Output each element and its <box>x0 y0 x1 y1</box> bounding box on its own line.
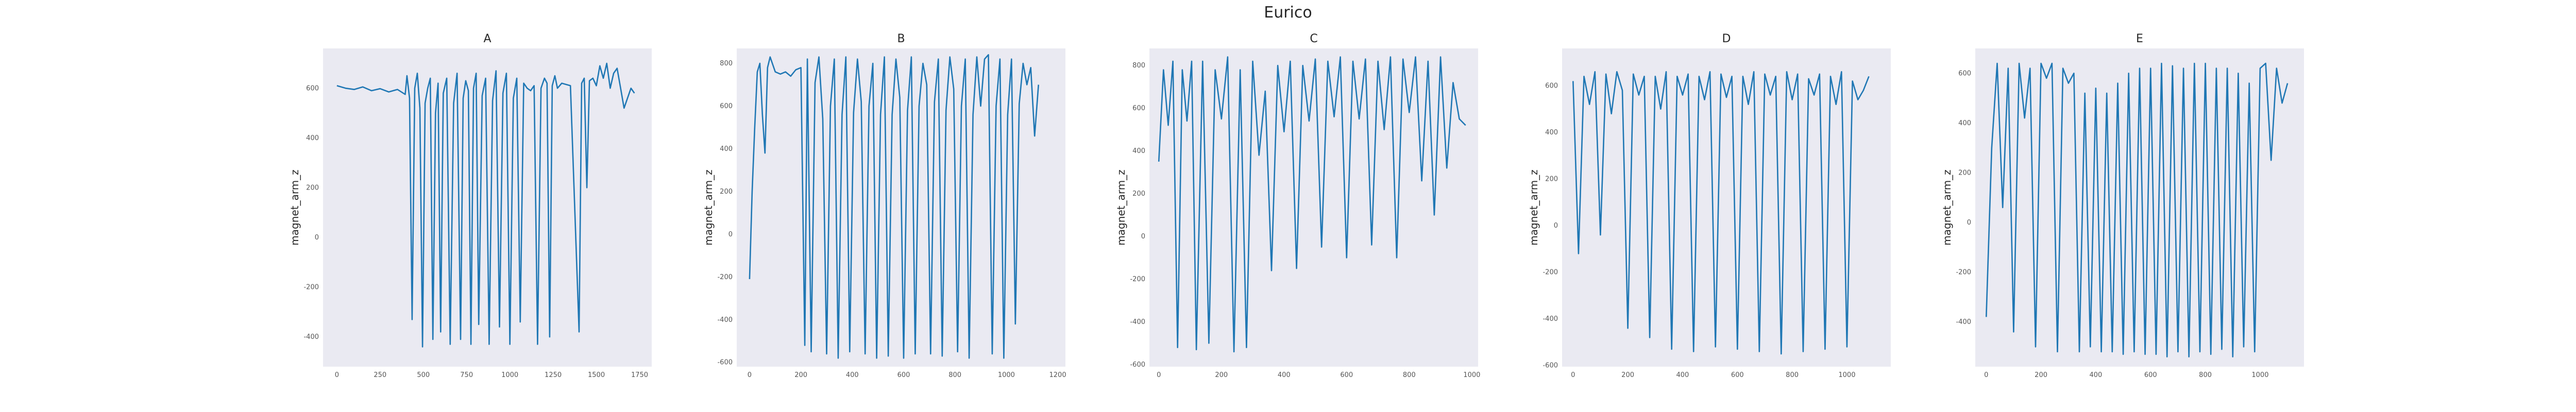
y-tick-label: -600 <box>717 359 733 367</box>
y-tick-label: 600 <box>1132 105 1145 112</box>
x-tick-label: 400 <box>846 371 859 379</box>
x-tick-label: 500 <box>417 371 430 379</box>
x-tick-label: 1750 <box>631 371 648 379</box>
x-tick-label: 600 <box>897 371 910 379</box>
y-tick-label: 0 <box>1967 219 1971 227</box>
y-axis-label: magnet_arm_z <box>702 169 715 245</box>
x-tick-label: 400 <box>1676 371 1689 379</box>
panel-title: B <box>897 32 905 45</box>
panel-title: C <box>1310 32 1317 45</box>
x-tick-label: 600 <box>1731 371 1744 379</box>
x-tick-label: 600 <box>1340 371 1353 379</box>
x-tick-label: 1000 <box>998 371 1015 379</box>
x-tick-label: 800 <box>1403 371 1416 379</box>
y-tick-label: 400 <box>1958 119 1971 127</box>
y-tick-label: 0 <box>1141 233 1145 241</box>
series-line <box>1158 56 1466 353</box>
x-tick-label: 1000 <box>501 371 518 379</box>
x-tick-label: 800 <box>1786 371 1799 379</box>
y-tick-label: 600 <box>1958 70 1971 77</box>
y-tick-label: 400 <box>1545 129 1558 136</box>
x-tick-label: 0 <box>748 371 752 379</box>
series-line <box>1986 62 2289 358</box>
plot-area <box>1149 48 1478 367</box>
x-tick-label: 0 <box>1571 371 1575 379</box>
x-tick-label: 800 <box>948 371 961 379</box>
x-tick-label: 0 <box>1157 371 1161 379</box>
y-tick-label: 400 <box>720 145 733 153</box>
y-tick-label: -200 <box>1543 269 1558 277</box>
x-tick-label: 600 <box>2144 371 2157 379</box>
y-tick-label: -200 <box>303 284 319 291</box>
series-line <box>749 54 1039 359</box>
x-tick-label: 800 <box>2199 371 2212 379</box>
x-tick-label: 0 <box>335 371 339 379</box>
y-tick-label: 400 <box>306 134 319 142</box>
y-tick-label: 0 <box>315 234 319 242</box>
panel-title: A <box>483 32 491 45</box>
y-tick-label: -600 <box>1130 361 1145 369</box>
x-tick-label: 200 <box>1215 371 1228 379</box>
x-tick-label: 1000 <box>1463 371 1480 379</box>
x-tick-label: 1000 <box>2251 371 2268 379</box>
y-axis-label: magnet_arm_z <box>1941 169 1953 245</box>
x-tick-label: 400 <box>1278 371 1291 379</box>
x-tick-label: 0 <box>1984 371 1988 379</box>
y-tick-label: 0 <box>1554 222 1558 230</box>
x-tick-label: 200 <box>2035 371 2047 379</box>
y-tick-label: 200 <box>720 188 733 196</box>
y-tick-label: 600 <box>720 102 733 110</box>
y-tick-label: 800 <box>720 60 733 67</box>
y-tick-label: 200 <box>1132 190 1145 198</box>
panel-title: D <box>1722 32 1731 45</box>
y-tick-label: 800 <box>1132 62 1145 70</box>
series-line <box>1572 71 1870 355</box>
x-tick-label: 250 <box>374 371 386 379</box>
x-tick-label: 200 <box>1621 371 1634 379</box>
y-tick-label: -400 <box>1543 315 1558 323</box>
y-tick-label: 600 <box>1545 82 1558 90</box>
y-tick-label: -400 <box>303 333 319 341</box>
y-tick-label: -400 <box>717 316 733 324</box>
y-tick-label: -400 <box>1130 318 1145 326</box>
x-tick-label: 1250 <box>545 371 562 379</box>
y-tick-label: 200 <box>306 184 319 192</box>
y-tick-label: 200 <box>1958 169 1971 177</box>
y-axis-label: magnet_arm_z <box>289 169 301 245</box>
y-tick-label: -200 <box>717 273 733 281</box>
x-tick-label: 1000 <box>1838 371 1855 379</box>
y-tick-label: -200 <box>1130 276 1145 283</box>
x-tick-label: 400 <box>2090 371 2103 379</box>
panel-title: E <box>2136 32 2143 45</box>
x-tick-label: 750 <box>460 371 473 379</box>
y-tick-label: 200 <box>1545 176 1558 183</box>
y-tick-label: 600 <box>306 84 319 92</box>
y-tick-label: 0 <box>728 231 733 238</box>
y-axis-label: magnet_arm_z <box>1115 169 1127 245</box>
y-tick-label: -400 <box>1956 318 1971 326</box>
y-axis-label: magnet_arm_z <box>1528 169 1540 245</box>
y-tick-label: 400 <box>1132 147 1145 155</box>
y-tick-label: -200 <box>1956 269 1971 277</box>
x-tick-label: 1500 <box>588 371 605 379</box>
figure-title: Eurico <box>1264 4 1312 22</box>
y-tick-label: -600 <box>1543 362 1558 370</box>
x-tick-label: 1200 <box>1049 371 1066 379</box>
series-line <box>336 62 635 348</box>
x-tick-label: 200 <box>794 371 807 379</box>
